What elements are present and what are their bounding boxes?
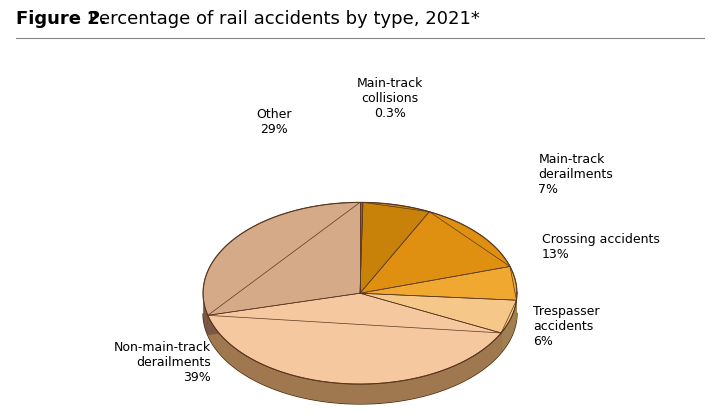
Polygon shape [360, 202, 429, 293]
Text: Figure 2.: Figure 2. [16, 10, 107, 28]
Polygon shape [360, 293, 516, 320]
Text: Trespasser
accidents
6%: Trespasser accidents 6% [534, 305, 600, 348]
Polygon shape [203, 313, 517, 404]
Polygon shape [208, 293, 501, 384]
Polygon shape [360, 202, 363, 293]
Polygon shape [208, 316, 501, 404]
Text: Percentage of rail accidents by type, 2021*: Percentage of rail accidents by type, 20… [83, 10, 480, 28]
Text: Crossing accidents
13%: Crossing accidents 13% [541, 233, 660, 261]
Polygon shape [360, 293, 501, 353]
Text: Main-track
derailments
7%: Main-track derailments 7% [539, 153, 613, 196]
Text: Main-track
collisions
0.3%: Main-track collisions 0.3% [356, 77, 423, 120]
Polygon shape [360, 212, 510, 293]
Polygon shape [203, 296, 208, 335]
Polygon shape [360, 293, 501, 353]
Polygon shape [360, 266, 517, 300]
Polygon shape [208, 293, 360, 335]
Polygon shape [360, 293, 516, 320]
Text: Non-main-track
derailments
39%: Non-main-track derailments 39% [114, 341, 212, 384]
Polygon shape [501, 300, 516, 353]
Polygon shape [360, 293, 516, 333]
Polygon shape [208, 293, 360, 335]
Text: Other
29%: Other 29% [256, 108, 292, 136]
Polygon shape [203, 202, 360, 316]
